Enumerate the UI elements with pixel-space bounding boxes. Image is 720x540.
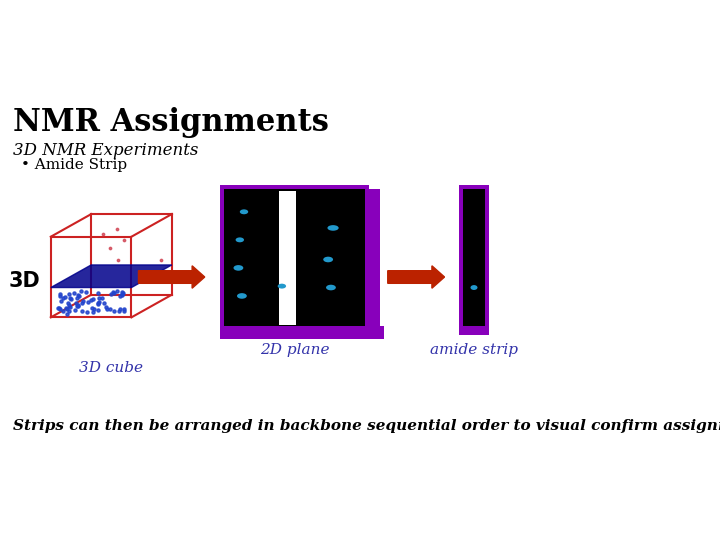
Point — [65, 303, 76, 312]
Point — [112, 256, 124, 265]
Point — [63, 299, 74, 307]
Point — [96, 293, 108, 302]
Point — [57, 307, 68, 316]
Point — [60, 303, 72, 312]
Ellipse shape — [328, 225, 338, 231]
Point — [55, 291, 66, 300]
Point — [77, 299, 89, 308]
Point — [93, 298, 104, 307]
Point — [64, 294, 76, 302]
Point — [81, 307, 93, 316]
Point — [82, 298, 94, 306]
FancyBboxPatch shape — [220, 326, 384, 339]
Point — [54, 304, 66, 313]
FancyBboxPatch shape — [220, 185, 369, 330]
Point — [76, 307, 88, 315]
FancyArrow shape — [138, 266, 204, 288]
Point — [117, 290, 128, 299]
Point — [92, 300, 104, 308]
Point — [87, 294, 99, 303]
Point — [114, 305, 126, 314]
Point — [155, 255, 166, 264]
Point — [70, 299, 81, 307]
Point — [73, 292, 85, 301]
Text: 3D: 3D — [9, 271, 40, 291]
Point — [68, 288, 80, 297]
Point — [59, 292, 71, 301]
Polygon shape — [51, 265, 172, 287]
Point — [92, 305, 104, 314]
FancyBboxPatch shape — [459, 185, 490, 330]
Point — [107, 287, 118, 296]
Text: 2D plane: 2D plane — [260, 343, 329, 357]
Point — [55, 296, 67, 305]
Text: • Amide Strip: • Amide Strip — [21, 158, 127, 172]
Point — [117, 289, 129, 298]
Point — [54, 289, 66, 298]
Point — [78, 296, 89, 305]
Point — [104, 244, 116, 253]
Point — [100, 303, 112, 312]
Point — [53, 304, 65, 313]
Point — [89, 305, 100, 314]
Point — [76, 287, 87, 295]
Point — [81, 288, 92, 297]
Point — [71, 294, 82, 302]
FancyBboxPatch shape — [463, 190, 485, 326]
Point — [102, 305, 113, 314]
Text: 3D cube: 3D cube — [79, 361, 143, 375]
FancyBboxPatch shape — [364, 190, 380, 326]
Point — [118, 307, 130, 315]
Point — [71, 301, 83, 310]
Point — [105, 289, 117, 298]
Point — [111, 287, 122, 295]
Point — [117, 287, 128, 296]
Point — [104, 305, 116, 314]
FancyBboxPatch shape — [279, 191, 296, 325]
Point — [113, 307, 125, 316]
FancyArrow shape — [388, 266, 444, 288]
Point — [97, 230, 109, 238]
Ellipse shape — [235, 238, 244, 242]
Point — [118, 305, 130, 313]
Ellipse shape — [278, 284, 286, 288]
Point — [118, 236, 130, 245]
Text: 3D NMR Experiments: 3D NMR Experiments — [13, 143, 198, 159]
Point — [116, 291, 127, 300]
Text: Strips can then be arranged in backbone sequential order to visual confirm assig: Strips can then be arranged in backbone … — [13, 418, 720, 433]
Point — [61, 309, 73, 318]
Point — [63, 289, 75, 298]
Point — [86, 304, 98, 313]
Point — [92, 288, 104, 297]
Point — [85, 296, 96, 305]
Point — [93, 294, 104, 303]
Ellipse shape — [326, 285, 336, 291]
Ellipse shape — [240, 210, 248, 214]
FancyBboxPatch shape — [225, 190, 364, 326]
Point — [52, 303, 63, 312]
Text: amide strip: amide strip — [430, 343, 518, 357]
Ellipse shape — [233, 265, 243, 271]
Ellipse shape — [323, 256, 333, 262]
Point — [108, 306, 120, 315]
Point — [87, 308, 99, 316]
Point — [109, 288, 120, 297]
Point — [112, 224, 123, 233]
Point — [66, 295, 77, 303]
Ellipse shape — [470, 285, 477, 290]
Text: NMR Assignments: NMR Assignments — [13, 107, 328, 138]
Point — [70, 305, 81, 314]
Point — [92, 299, 104, 308]
Point — [72, 291, 84, 299]
Point — [61, 305, 73, 313]
FancyBboxPatch shape — [459, 326, 490, 334]
Point — [58, 294, 69, 302]
Point — [63, 306, 75, 315]
Point — [72, 301, 84, 310]
Point — [98, 298, 109, 307]
Point — [63, 301, 75, 310]
Point — [114, 292, 125, 301]
Point — [72, 301, 84, 309]
Ellipse shape — [237, 293, 247, 299]
